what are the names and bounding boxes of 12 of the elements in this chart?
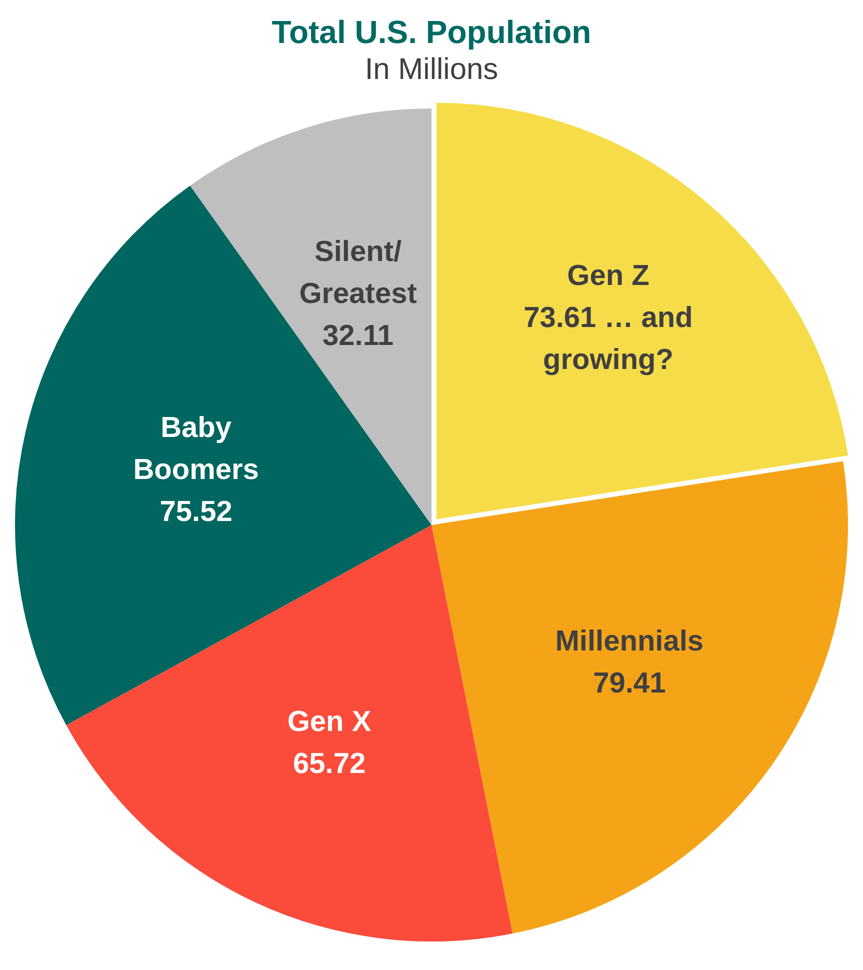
data-label: 65.72 — [292, 748, 366, 780]
chart-subtitle: In Millions — [364, 52, 500, 88]
data-label: 79.41 — [593, 668, 666, 700]
chart-title: Total U.S. Population — [270, 13, 592, 52]
slice-label: Millennials — [555, 626, 704, 658]
slice-label: Baby Boomers — [133, 412, 259, 486]
slice-label: Silent/Greatest — [299, 236, 418, 310]
slice-label: Gen Z — [567, 260, 650, 292]
data-label: 75.52 — [160, 496, 232, 528]
data-label: 32.11 — [322, 320, 394, 352]
slice-label: Gen X — [287, 706, 372, 738]
data-label: 73.61 … and growing? — [524, 302, 693, 376]
